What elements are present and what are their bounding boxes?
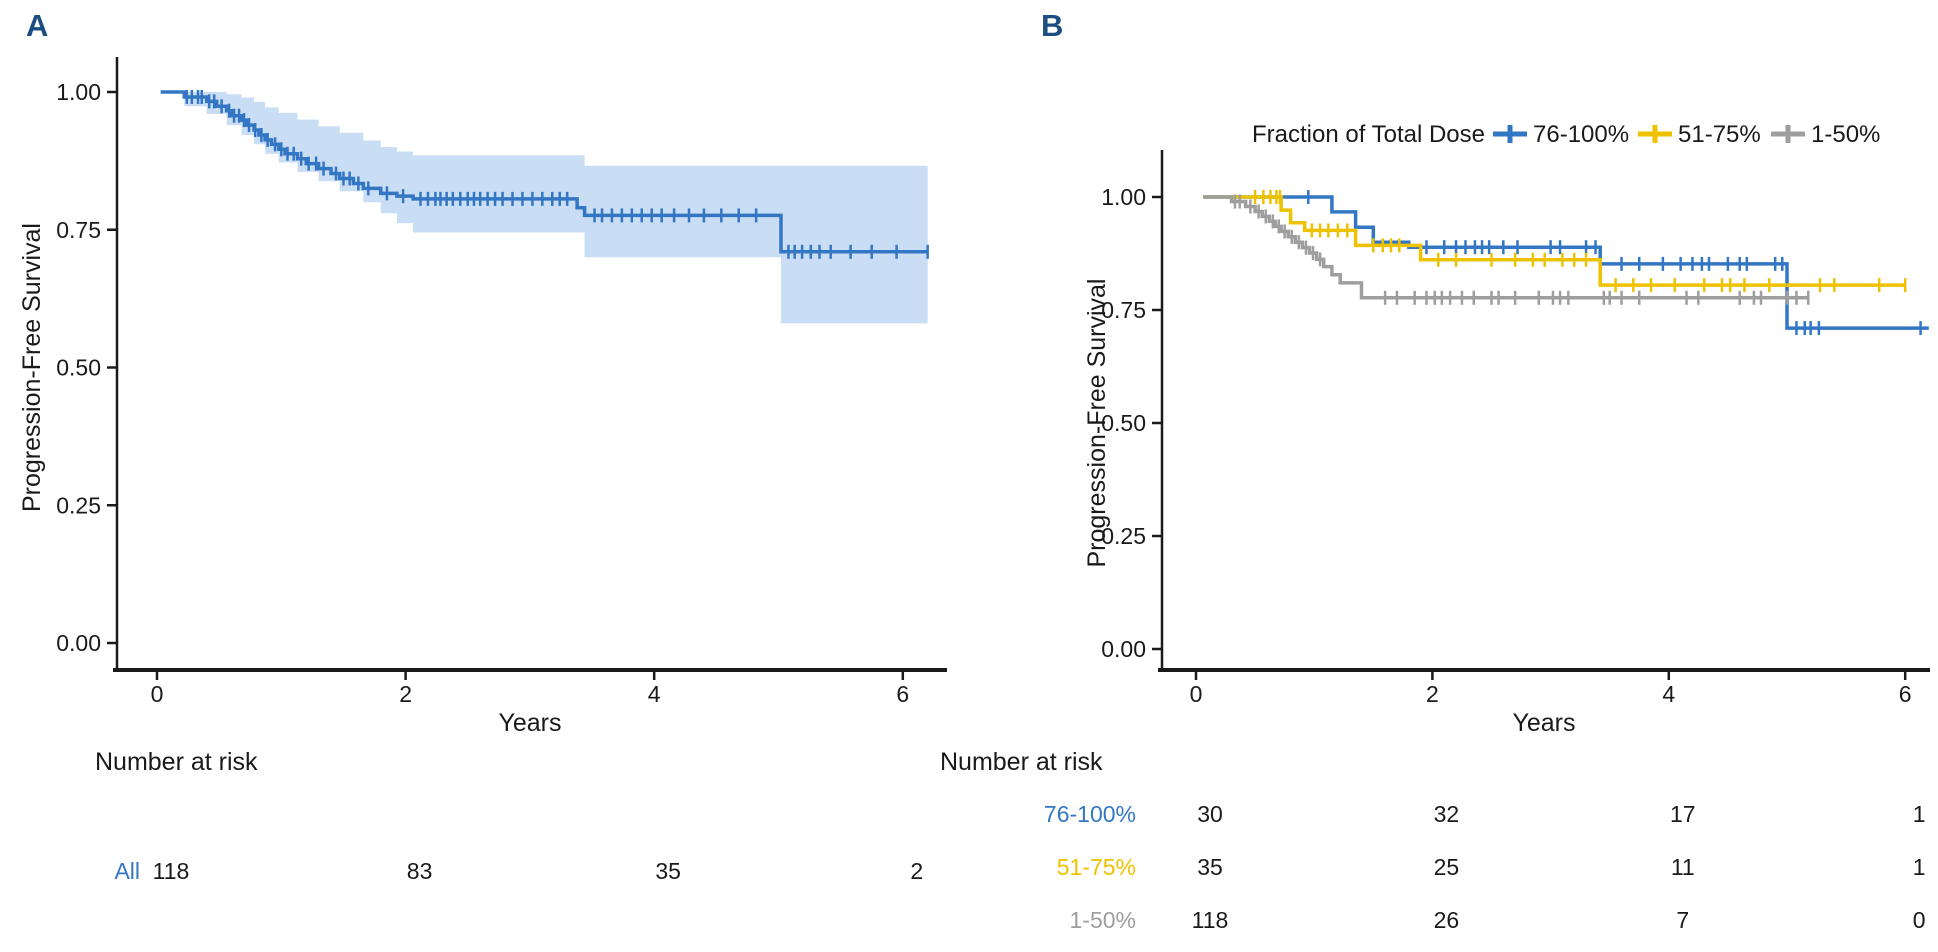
survival-curve: [160, 90, 928, 254]
y-axis-title: Progression-Free Survival: [1083, 279, 1111, 568]
x-tick-label: 6: [1899, 681, 1912, 707]
survival-curve: [1203, 195, 1906, 287]
y-tick-label: 1.00: [56, 79, 101, 105]
panel-a-label: A: [26, 8, 49, 43]
risk-count: 7: [1676, 907, 1689, 933]
legend-entry-label: 1-50%: [1811, 121, 1880, 148]
risk-count: 2: [910, 858, 923, 884]
x-tick-label: 0: [151, 681, 164, 707]
risk-count: 118: [153, 858, 190, 884]
y-tick-label: 1.00: [1101, 184, 1146, 210]
y-tick-label: 0.00: [1101, 636, 1146, 662]
risk-count: 25: [1434, 854, 1460, 880]
risk-row-label: 1-50%: [1070, 907, 1136, 933]
x-tick-label: 2: [399, 681, 412, 707]
risk-row-label: All: [114, 858, 140, 884]
risk-count: 30: [1197, 801, 1223, 827]
legend-entry-label: 51-75%: [1678, 121, 1761, 148]
risk-count: 11: [1671, 854, 1695, 880]
risk-count: 35: [655, 858, 681, 884]
legend-title: Fraction of Total Dose: [1252, 121, 1485, 148]
y-tick-label: 0.50: [1101, 410, 1146, 436]
x-tick-label: 0: [1190, 681, 1203, 707]
y-tick-label: 0.25: [1101, 523, 1146, 549]
risk-count: 1: [1913, 801, 1926, 827]
y-axis-title: Progression-Free Survival: [18, 223, 46, 512]
x-tick-label: 4: [648, 681, 661, 707]
y-tick-label: 0.00: [56, 630, 101, 656]
y-tick-label: 0.25: [56, 492, 101, 518]
x-tick-label: 6: [896, 681, 909, 707]
y-tick-label: 0.75: [1101, 297, 1146, 323]
y-tick-label: 0.75: [56, 217, 101, 243]
risk-row-label: 51-75%: [1057, 854, 1136, 880]
risk-count: 17: [1670, 801, 1696, 827]
x-axis-title: Years: [498, 709, 561, 737]
survival-curve: [1203, 195, 1929, 330]
risk-table-title: Number at risk: [95, 748, 258, 776]
x-tick-label: 4: [1662, 681, 1675, 707]
panel-b-label: B: [1041, 8, 1064, 43]
y-tick-label: 0.50: [56, 355, 101, 381]
risk-count: 0: [1913, 907, 1926, 933]
risk-count: 118: [1192, 907, 1229, 933]
risk-count: 26: [1434, 907, 1460, 933]
risk-count: 83: [407, 858, 433, 884]
confidence-band: [160, 92, 928, 324]
risk-count: 32: [1434, 801, 1460, 827]
risk-count: 35: [1197, 854, 1223, 880]
risk-count: 1: [1913, 854, 1926, 880]
x-tick-label: 2: [1426, 681, 1439, 707]
risk-row-label: 76-100%: [1044, 801, 1136, 827]
x-axis-title: Years: [1512, 709, 1575, 737]
risk-table-title: Number at risk: [940, 748, 1103, 776]
legend-entry-label: 76-100%: [1533, 121, 1629, 148]
